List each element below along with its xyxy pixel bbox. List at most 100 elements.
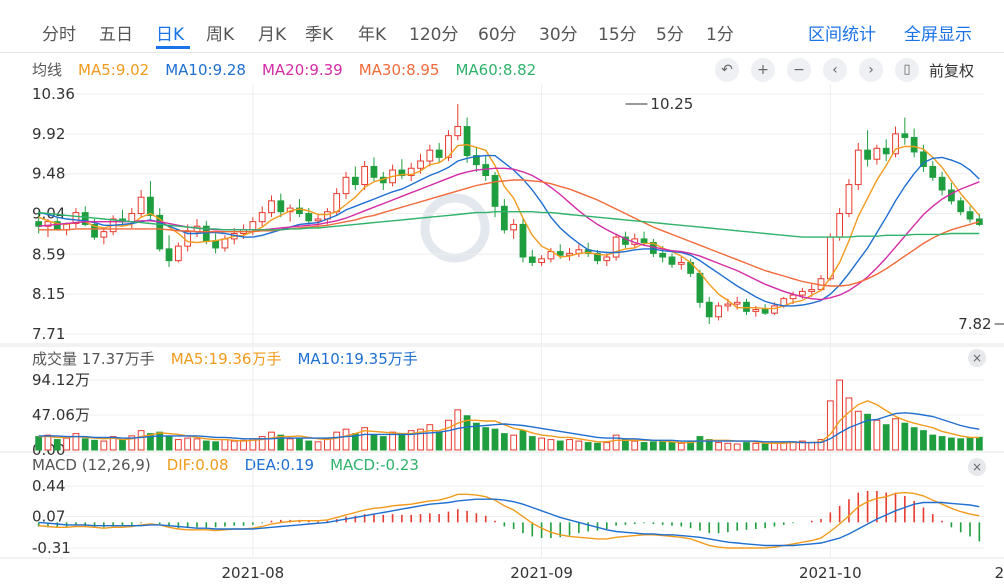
volume-bar bbox=[938, 436, 946, 451]
volume-bar bbox=[286, 438, 294, 451]
fullscreen-link[interactable]: 全屏显示 bbox=[904, 25, 972, 45]
candle-body bbox=[379, 176, 387, 184]
period-tab-bar: 分时 五日 日K 周K 月K 季K 年K 120分 60分 30分 15分 5分 1分 bbox=[0, 0, 1004, 53]
candle-body bbox=[715, 305, 722, 318]
price-tick-label: 10.36 bbox=[32, 85, 75, 103]
price-adjust-select[interactable]: 前复权 bbox=[929, 62, 975, 80]
chart-toolbar: ↶ + − ‹ › ▯ 前复权 bbox=[715, 58, 995, 82]
tab-3[interactable]: 周K bbox=[206, 25, 235, 45]
macd-tick-label: -0.31 bbox=[32, 539, 71, 557]
tab-5[interactable]: 季K bbox=[305, 25, 334, 45]
volume-bar bbox=[733, 443, 741, 451]
candle-body bbox=[333, 193, 341, 213]
candle-body bbox=[63, 223, 70, 231]
candle-body bbox=[500, 205, 508, 231]
macd-tick-label: 0.07 bbox=[32, 508, 65, 526]
volume-bar bbox=[659, 440, 667, 451]
macd-tick-label: 0.44 bbox=[32, 477, 65, 495]
volume-bar bbox=[212, 441, 220, 451]
volume-bar bbox=[230, 440, 238, 451]
candle-body bbox=[361, 165, 369, 186]
volume-bar bbox=[500, 433, 508, 451]
candle-body bbox=[836, 213, 844, 238]
volume-bar bbox=[277, 434, 285, 451]
candle-body bbox=[817, 278, 825, 291]
candle-body bbox=[547, 251, 555, 260]
volume-bar bbox=[519, 430, 527, 451]
volume-bar bbox=[147, 433, 154, 451]
volume-bar bbox=[687, 440, 695, 451]
candle-body bbox=[687, 261, 695, 274]
zoom-out-icon[interactable]: − bbox=[787, 58, 811, 82]
tab-7[interactable]: 120分 bbox=[409, 25, 459, 45]
tab-6[interactable]: 年K bbox=[358, 25, 387, 45]
volume-bar bbox=[314, 441, 322, 451]
tab-1[interactable]: 五日 bbox=[99, 25, 133, 45]
close-volume-icon[interactable]: × bbox=[968, 349, 986, 367]
tab-10[interactable]: 15分 bbox=[598, 25, 637, 45]
candle-body bbox=[538, 258, 545, 263]
price-tick-label: 9.48 bbox=[32, 165, 65, 183]
candle-body bbox=[193, 225, 201, 233]
candle-body bbox=[845, 184, 853, 215]
candle-body bbox=[202, 225, 210, 242]
close-macd-icon[interactable]: × bbox=[968, 458, 986, 476]
ma-line-ma20 bbox=[38, 167, 980, 301]
annotation-label: 7.82 bbox=[958, 315, 991, 333]
volume-legend: 成交量 17.37万手 MA5:19.36万手 MA10:19.35万手 bbox=[32, 348, 424, 369]
annotation-label: 10.25 bbox=[650, 95, 693, 113]
volume-bar bbox=[882, 424, 890, 451]
candle-body bbox=[454, 126, 462, 137]
undo-icon[interactable]: ↶ bbox=[715, 58, 739, 82]
volume-bar bbox=[44, 434, 52, 451]
candle-body bbox=[771, 305, 778, 314]
volume-bar bbox=[547, 439, 555, 451]
candle-body bbox=[72, 212, 80, 225]
candle-body bbox=[296, 207, 303, 215]
chevron-left-icon[interactable]: ‹ bbox=[823, 58, 847, 82]
price-tick-label: 7.71 bbox=[32, 325, 65, 343]
volume-bar bbox=[789, 441, 797, 451]
volume-bar bbox=[510, 434, 518, 451]
price-ma-legend: 均线 MA5:9.02 MA10:9.28 MA20:9.39 MA30:8.95 MA6… bbox=[32, 59, 542, 80]
tab-0[interactable]: 分时 bbox=[42, 25, 76, 45]
volume-bar bbox=[258, 436, 266, 451]
candle-body bbox=[147, 196, 154, 216]
volume-bar bbox=[305, 440, 313, 451]
volume-bar bbox=[724, 442, 732, 451]
tab-11[interactable]: 5分 bbox=[656, 25, 684, 45]
volume-bar bbox=[63, 437, 70, 451]
candle-body bbox=[901, 133, 909, 138]
volume-bar bbox=[445, 419, 452, 451]
candle-body bbox=[258, 212, 266, 223]
interval-stats-link[interactable]: 区间统计 bbox=[808, 25, 876, 45]
tab-9[interactable]: 30分 bbox=[539, 25, 578, 45]
price-tick-label: 8.15 bbox=[32, 285, 65, 303]
candle-body bbox=[491, 175, 499, 207]
volume-bar bbox=[109, 436, 117, 451]
volume-bar bbox=[426, 424, 434, 451]
candle-icon[interactable]: ▯ bbox=[895, 58, 919, 82]
candle-body bbox=[268, 200, 275, 214]
tab-2[interactable]: 日K bbox=[156, 25, 185, 45]
volume-bar bbox=[743, 442, 750, 451]
volume-bar bbox=[72, 433, 80, 451]
legend-item: DEA:0.19 bbox=[244, 456, 315, 474]
volume-bar bbox=[119, 439, 126, 451]
legend-item: DIF:0.08 bbox=[166, 456, 229, 474]
price-tick-label: 9.92 bbox=[32, 125, 65, 143]
candle-body bbox=[677, 261, 685, 265]
tab-4[interactable]: 月K bbox=[258, 25, 287, 45]
candle-body bbox=[463, 126, 471, 157]
volume-bar bbox=[668, 442, 676, 451]
volume-bar bbox=[35, 436, 43, 451]
tab-8[interactable]: 60分 bbox=[478, 25, 517, 45]
chevron-right-icon[interactable]: › bbox=[859, 58, 883, 82]
volume-bar bbox=[249, 438, 257, 451]
candle-body bbox=[566, 252, 573, 256]
zoom-in-icon[interactable]: + bbox=[751, 58, 775, 82]
tab-12[interactable]: 1分 bbox=[706, 25, 734, 45]
candle-body bbox=[528, 256, 536, 263]
volume-bar bbox=[761, 443, 769, 451]
volume-bar bbox=[845, 397, 853, 451]
